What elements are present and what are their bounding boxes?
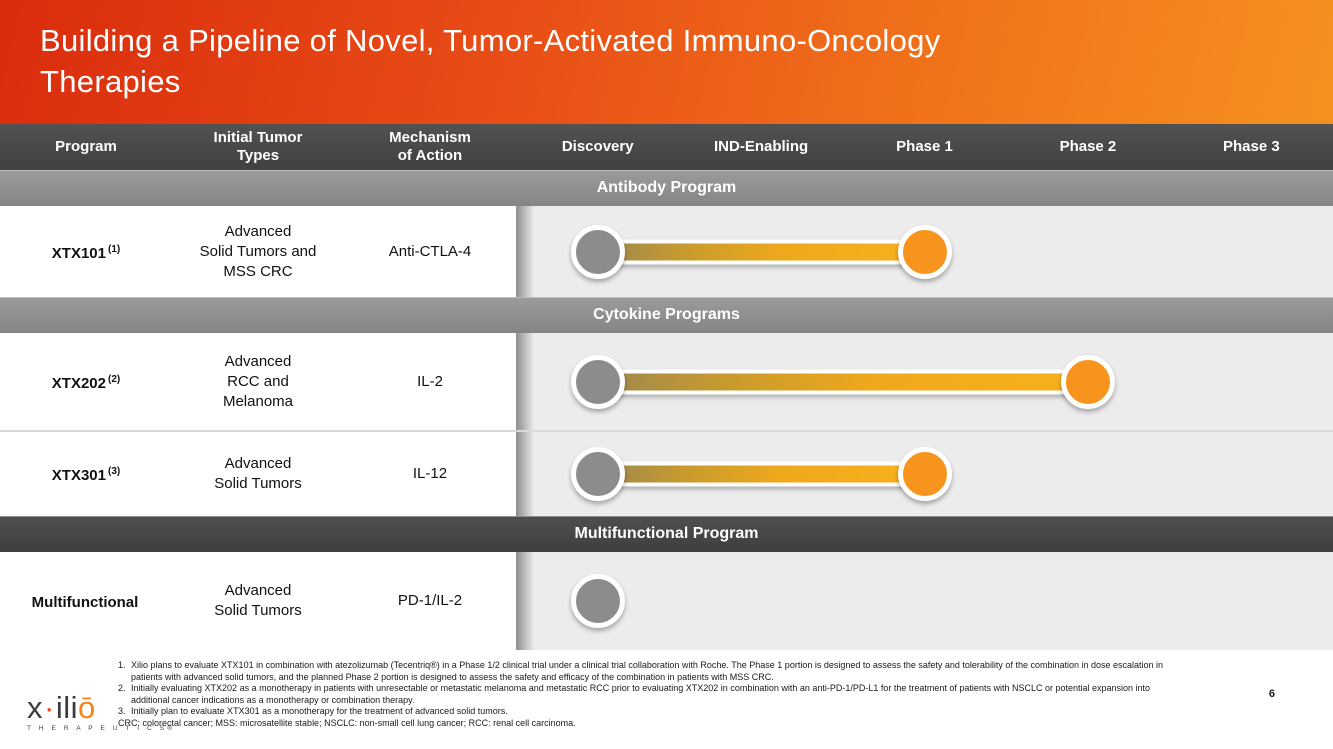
footnote-2: 2. Initially evaluating XTX202 as a mono… xyxy=(118,683,1151,705)
column-header-phase-2: Phase 2 xyxy=(1059,138,1117,155)
footnote-ref: (1) xyxy=(107,243,121,255)
xilio-wordmark: x·iliō xyxy=(27,690,96,725)
program-name: Multifunctional xyxy=(31,594,139,611)
slide-title: Building a Pipeline of Novel, Tumor-Acti… xyxy=(40,23,941,99)
column-header-mechanism: Mechanism of Action xyxy=(389,129,471,164)
abbreviations-line: CRC: colorectal cancer; MSS: microsatell… xyxy=(118,717,576,728)
column-header-phase-1: Phase 1 xyxy=(896,138,953,155)
section-band-antibody: Antibody Program xyxy=(0,170,1333,206)
mechanism-cell: PD-1/IL-2 xyxy=(397,592,463,609)
column-header-tumor-types: Initial Tumor Types xyxy=(213,129,303,164)
current-phase-marker xyxy=(897,447,952,501)
tumor-types-cell: Advanced RCC and Melanoma xyxy=(222,352,294,410)
table-row: XTX202 (2) Advanced RCC and Melanoma IL-2 xyxy=(0,333,1333,430)
pipeline-track xyxy=(516,206,1333,297)
pipeline-progress-bar xyxy=(597,369,1096,394)
section-band-multifunctional: Multifunctional Program xyxy=(0,516,1333,552)
registered-mark: ® xyxy=(167,725,176,732)
page-number: 6 xyxy=(1268,688,1275,700)
pipeline-track xyxy=(516,552,1333,650)
start-stage-marker xyxy=(570,574,625,628)
start-stage-marker xyxy=(570,224,625,279)
table-header-row: Program Initial Tumor Types Mechanism of… xyxy=(0,124,1333,170)
footnote-1: 1. Xilio plans to evaluate XTX101 in com… xyxy=(118,660,1164,682)
program-name: XTX101 (1) xyxy=(51,243,121,262)
mechanism-cell: IL-12 xyxy=(412,465,448,482)
table-row: XTX101 (1) Advanced Solid Tumors and MSS … xyxy=(0,206,1333,297)
footnotes: 1. Xilio plans to evaluate XTX101 in com… xyxy=(118,660,1170,729)
current-phase-marker xyxy=(1060,354,1115,409)
table-row: XTX301 (3) Advanced Solid Tumors IL-12 xyxy=(0,430,1333,516)
start-stage-marker xyxy=(570,354,625,409)
column-header-program: Program xyxy=(55,138,117,155)
logo-therapeutics-text: T H E R A P E U T I C S® xyxy=(27,725,176,732)
tumor-types-cell: Advanced Solid Tumors xyxy=(214,455,302,492)
xilio-logo: x·iliō T H E R A P E U T I C S® xyxy=(27,692,175,732)
column-header-discovery: Discovery xyxy=(561,138,634,155)
program-name: XTX301 (3) xyxy=(51,466,121,484)
footnote-3: 3. Initially plan to evaluate XTX301 as … xyxy=(118,706,508,716)
pipeline-progress-bar xyxy=(597,239,933,264)
program-name: XTX202 (2) xyxy=(51,373,121,392)
pipeline-track xyxy=(516,432,1333,516)
current-phase-marker xyxy=(897,224,952,279)
table-row: Multifunctional Advanced Solid Tumors PD… xyxy=(0,552,1333,650)
column-header-ind-enabling: IND-Enabling xyxy=(714,138,809,155)
logo-dot: · xyxy=(44,690,55,725)
start-stage-marker xyxy=(570,447,625,501)
section-band-cytokine: Cytokine Programs xyxy=(0,297,1333,333)
footnote-ref: (3) xyxy=(107,466,121,477)
pipeline-track xyxy=(516,333,1333,430)
tumor-types-cell: Advanced Solid Tumors xyxy=(214,582,302,619)
footnote-ref: (2) xyxy=(107,373,121,385)
mechanism-cell: Anti-CTLA-4 xyxy=(388,242,472,260)
pipeline-progress-bar xyxy=(597,461,933,487)
column-header-phase-3: Phase 3 xyxy=(1222,138,1280,155)
mechanism-cell: IL-2 xyxy=(417,372,443,390)
logo-o-macron: ō xyxy=(78,690,96,725)
tumor-types-cell: Advanced Solid Tumors and MSS CRC xyxy=(199,222,317,280)
title-banner: Building a Pipeline of Novel, Tumor-Acti… xyxy=(0,0,1333,124)
